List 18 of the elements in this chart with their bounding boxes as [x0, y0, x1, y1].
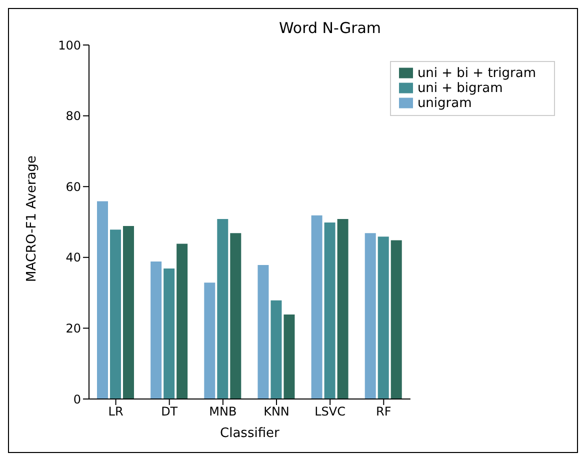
x-axis-title: Classifier	[220, 426, 280, 441]
y-tick-label: 80	[66, 109, 81, 124]
y-axis-title: MACRO-F1 Average	[24, 155, 40, 282]
y-tick-label: 0	[73, 392, 81, 406]
x-tick-label: LR	[108, 404, 124, 419]
y-tick-label: 20	[66, 321, 81, 336]
x-tick-label: MNB	[209, 404, 237, 419]
y-tick-label: 60	[66, 180, 81, 194]
legend-label: uni + bigram	[417, 81, 503, 96]
legend-label: unigram	[417, 96, 472, 111]
y-tick-label: 100	[58, 38, 81, 52]
x-tick-label: DT	[161, 404, 178, 419]
y-tick-label: 40	[66, 250, 81, 265]
chart-title: Word N-Gram	[278, 19, 382, 37]
x-tick-label: LSVC	[314, 404, 346, 419]
x-tick-label: RF	[376, 404, 392, 419]
x-tick-label: KNN	[264, 404, 290, 419]
legend-label: uni + bi + trigram	[417, 66, 536, 81]
